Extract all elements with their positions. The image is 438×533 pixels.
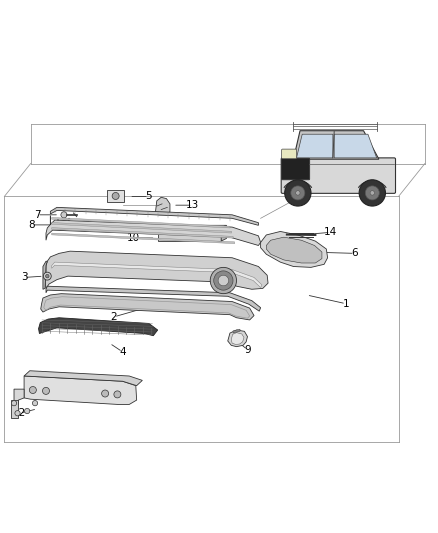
Circle shape (29, 386, 36, 393)
Polygon shape (11, 400, 18, 418)
Polygon shape (158, 225, 226, 228)
Circle shape (46, 274, 49, 278)
Polygon shape (52, 222, 232, 233)
Polygon shape (46, 286, 261, 311)
Circle shape (112, 192, 119, 199)
Circle shape (296, 191, 300, 195)
Text: 10: 10 (127, 233, 140, 243)
Text: 3: 3 (21, 272, 28, 282)
Polygon shape (261, 231, 328, 268)
Polygon shape (52, 217, 230, 228)
Polygon shape (24, 371, 142, 386)
Circle shape (15, 410, 20, 416)
Circle shape (61, 212, 67, 218)
Circle shape (32, 400, 38, 406)
Polygon shape (14, 389, 24, 405)
Circle shape (43, 272, 51, 280)
Circle shape (214, 271, 233, 290)
Text: 1: 1 (343, 298, 350, 309)
Circle shape (370, 191, 374, 195)
Circle shape (114, 391, 121, 398)
Text: 2: 2 (110, 312, 117, 322)
Text: 14: 14 (324, 228, 337, 237)
Polygon shape (52, 262, 262, 287)
Polygon shape (41, 294, 254, 320)
Text: 11: 11 (118, 395, 131, 405)
Text: 5: 5 (145, 191, 152, 201)
Polygon shape (231, 333, 244, 344)
Polygon shape (158, 228, 221, 241)
Bar (107, 190, 124, 202)
FancyBboxPatch shape (282, 158, 310, 180)
Polygon shape (334, 134, 377, 158)
Text: 4: 4 (119, 347, 126, 357)
Circle shape (25, 408, 30, 414)
FancyBboxPatch shape (282, 149, 297, 159)
Text: 9: 9 (244, 345, 251, 355)
Circle shape (291, 186, 305, 200)
Polygon shape (228, 330, 247, 346)
Polygon shape (24, 376, 137, 405)
Text: 7: 7 (34, 210, 41, 220)
Circle shape (365, 186, 379, 200)
Polygon shape (50, 207, 258, 225)
Text: 12: 12 (13, 408, 26, 418)
Polygon shape (52, 233, 235, 244)
Text: 8: 8 (28, 220, 35, 230)
Polygon shape (155, 197, 170, 215)
Circle shape (11, 400, 17, 406)
Circle shape (102, 390, 109, 397)
Circle shape (218, 275, 229, 286)
Polygon shape (45, 251, 268, 289)
Polygon shape (233, 329, 240, 333)
Polygon shape (46, 216, 261, 246)
Text: 6: 6 (351, 248, 358, 259)
Polygon shape (297, 134, 333, 158)
Circle shape (285, 180, 311, 206)
Polygon shape (43, 261, 47, 289)
Polygon shape (52, 228, 233, 238)
Circle shape (42, 387, 49, 394)
Polygon shape (293, 131, 379, 159)
Circle shape (210, 268, 237, 294)
Polygon shape (39, 318, 158, 336)
Text: 13: 13 (186, 200, 199, 210)
Polygon shape (221, 225, 226, 241)
Circle shape (359, 180, 385, 206)
FancyBboxPatch shape (281, 158, 396, 193)
Polygon shape (266, 237, 322, 263)
